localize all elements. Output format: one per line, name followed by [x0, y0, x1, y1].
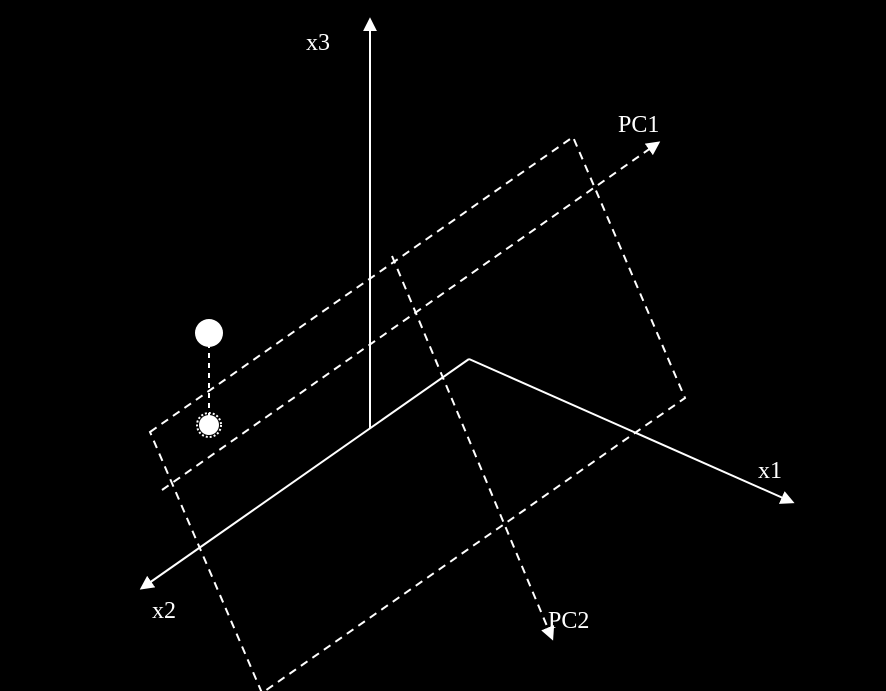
- data-point: [195, 319, 223, 347]
- diagram-background: [0, 0, 886, 691]
- axis-x2-label: x2: [152, 598, 176, 624]
- axis-x1-label: x1: [758, 458, 782, 484]
- axis-pc2-label: PC2: [548, 608, 589, 634]
- projected-point: [199, 415, 219, 435]
- axis-pc1-label: PC1: [618, 112, 659, 138]
- axis-x3-label: x3: [306, 30, 330, 56]
- pca-diagram: x3 x1 x2 PC1 PC2: [0, 0, 886, 691]
